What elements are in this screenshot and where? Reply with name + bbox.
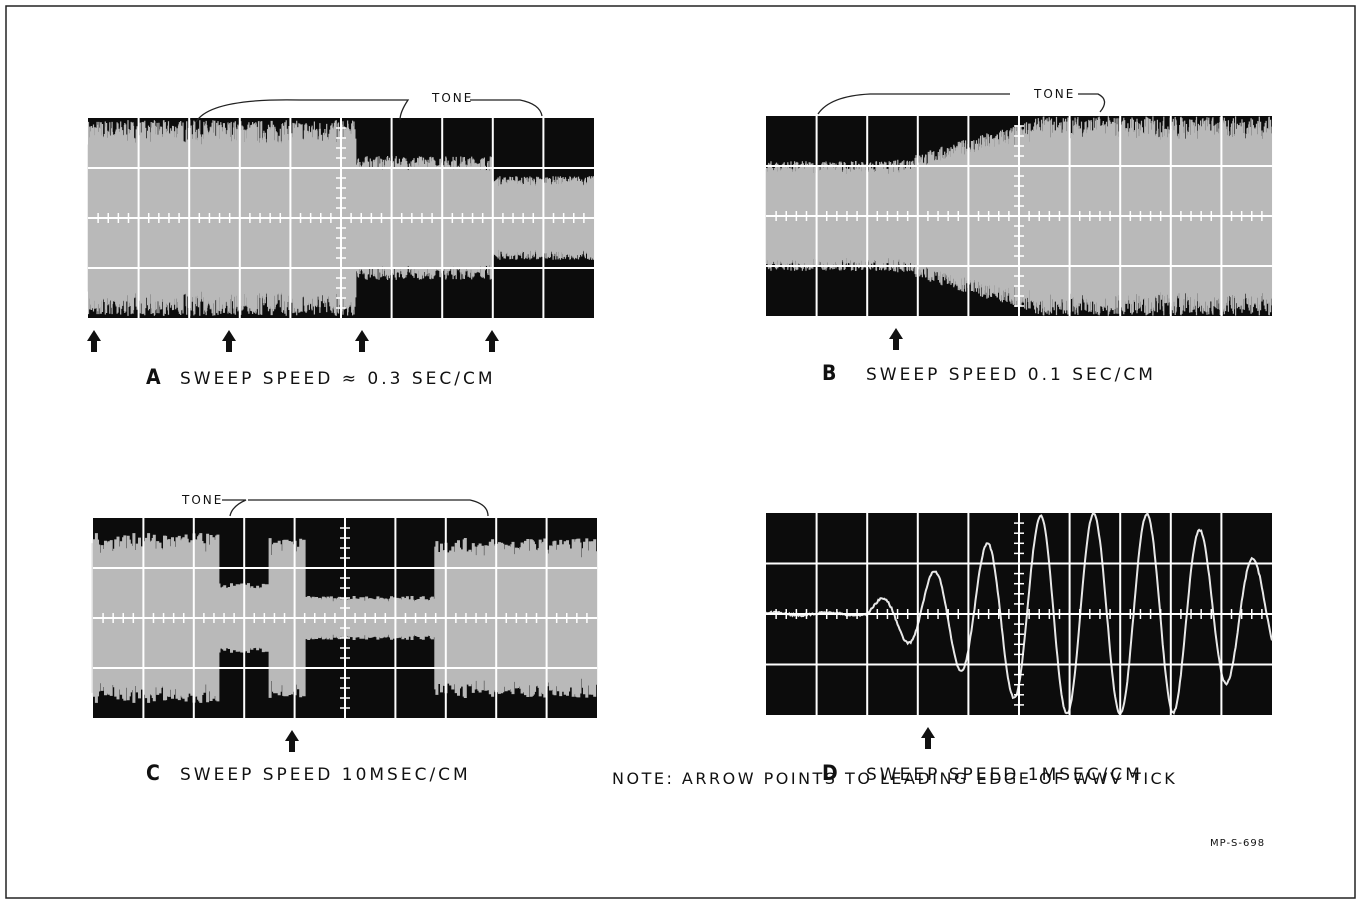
panel-letter: C bbox=[146, 761, 160, 785]
scope-panel: C SWEEP SPEED 10MSEC/CM TONE bbox=[93, 493, 597, 785]
figure: NOTE: ARROW POINTS TO LEADING EDGE OF WW… bbox=[0, 0, 1361, 904]
tone-label: TONE bbox=[431, 91, 473, 105]
tick-arrow bbox=[921, 727, 935, 749]
panel-letter: B bbox=[822, 361, 836, 385]
tick-arrow bbox=[222, 330, 236, 352]
tick-arrow bbox=[285, 730, 299, 752]
panel-caption: SWEEP SPEED 0.1 SEC/CM bbox=[866, 365, 1156, 385]
tone-label: TONE bbox=[1033, 87, 1075, 101]
tone-bracket bbox=[222, 500, 488, 516]
scope-panel: A SWEEP SPEED ≈ 0.3 SEC/CM TONE bbox=[87, 91, 594, 389]
panel-letter: D bbox=[822, 761, 838, 785]
panel-caption: SWEEP SPEED ≈ 0.3 SEC/CM bbox=[180, 369, 496, 389]
tick-arrow bbox=[485, 330, 499, 352]
panel-caption: SWEEP SPEED 1MSEC/CM bbox=[866, 765, 1143, 785]
panel-letter: A bbox=[146, 365, 161, 389]
panel-caption: SWEEP SPEED 10MSEC/CM bbox=[180, 765, 471, 785]
tick-arrow bbox=[87, 330, 101, 352]
tick-arrow bbox=[889, 328, 903, 350]
tick-arrow bbox=[355, 330, 369, 352]
figure-id: MP-S-698 bbox=[1210, 838, 1265, 849]
scope-panel: D SWEEP SPEED 1MSEC/CM bbox=[766, 513, 1272, 785]
tone-label: TONE bbox=[181, 493, 223, 507]
scope-panel: B SWEEP SPEED 0.1 SEC/CM TONE bbox=[766, 87, 1272, 385]
